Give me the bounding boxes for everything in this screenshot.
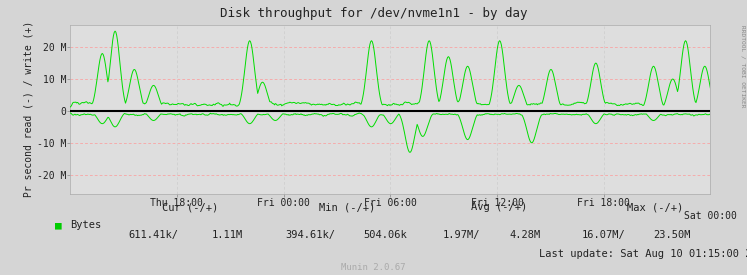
Text: Min (-/+): Min (-/+) — [319, 202, 376, 212]
Text: Last update: Sat Aug 10 01:15:00 2024: Last update: Sat Aug 10 01:15:00 2024 — [539, 249, 747, 259]
Text: 1.11M: 1.11M — [212, 230, 244, 240]
Text: Disk throughput for /dev/nvme1n1 - by day: Disk throughput for /dev/nvme1n1 - by da… — [220, 7, 527, 20]
Text: ■: ■ — [55, 221, 61, 230]
Text: Munin 2.0.67: Munin 2.0.67 — [341, 263, 406, 272]
Text: 394.61k/: 394.61k/ — [285, 230, 335, 240]
Text: Cur (-/+): Cur (-/+) — [162, 202, 219, 212]
Text: RRDTOOL / TOBI OETIKER: RRDTOOL / TOBI OETIKER — [740, 25, 746, 107]
Text: Avg (-/+): Avg (-/+) — [471, 202, 527, 212]
Text: Bytes: Bytes — [70, 221, 102, 230]
Text: 504.06k: 504.06k — [363, 230, 406, 240]
Text: 1.97M/: 1.97M/ — [443, 230, 480, 240]
Text: 4.28M: 4.28M — [509, 230, 541, 240]
Y-axis label: Pr second read (-) / write (+): Pr second read (-) / write (+) — [24, 21, 34, 197]
Text: Max (-/+): Max (-/+) — [627, 202, 684, 212]
Text: Sat 00:00: Sat 00:00 — [684, 211, 737, 221]
Text: 611.41k/: 611.41k/ — [128, 230, 178, 240]
Text: 16.07M/: 16.07M/ — [582, 230, 625, 240]
Text: 23.50M: 23.50M — [654, 230, 691, 240]
